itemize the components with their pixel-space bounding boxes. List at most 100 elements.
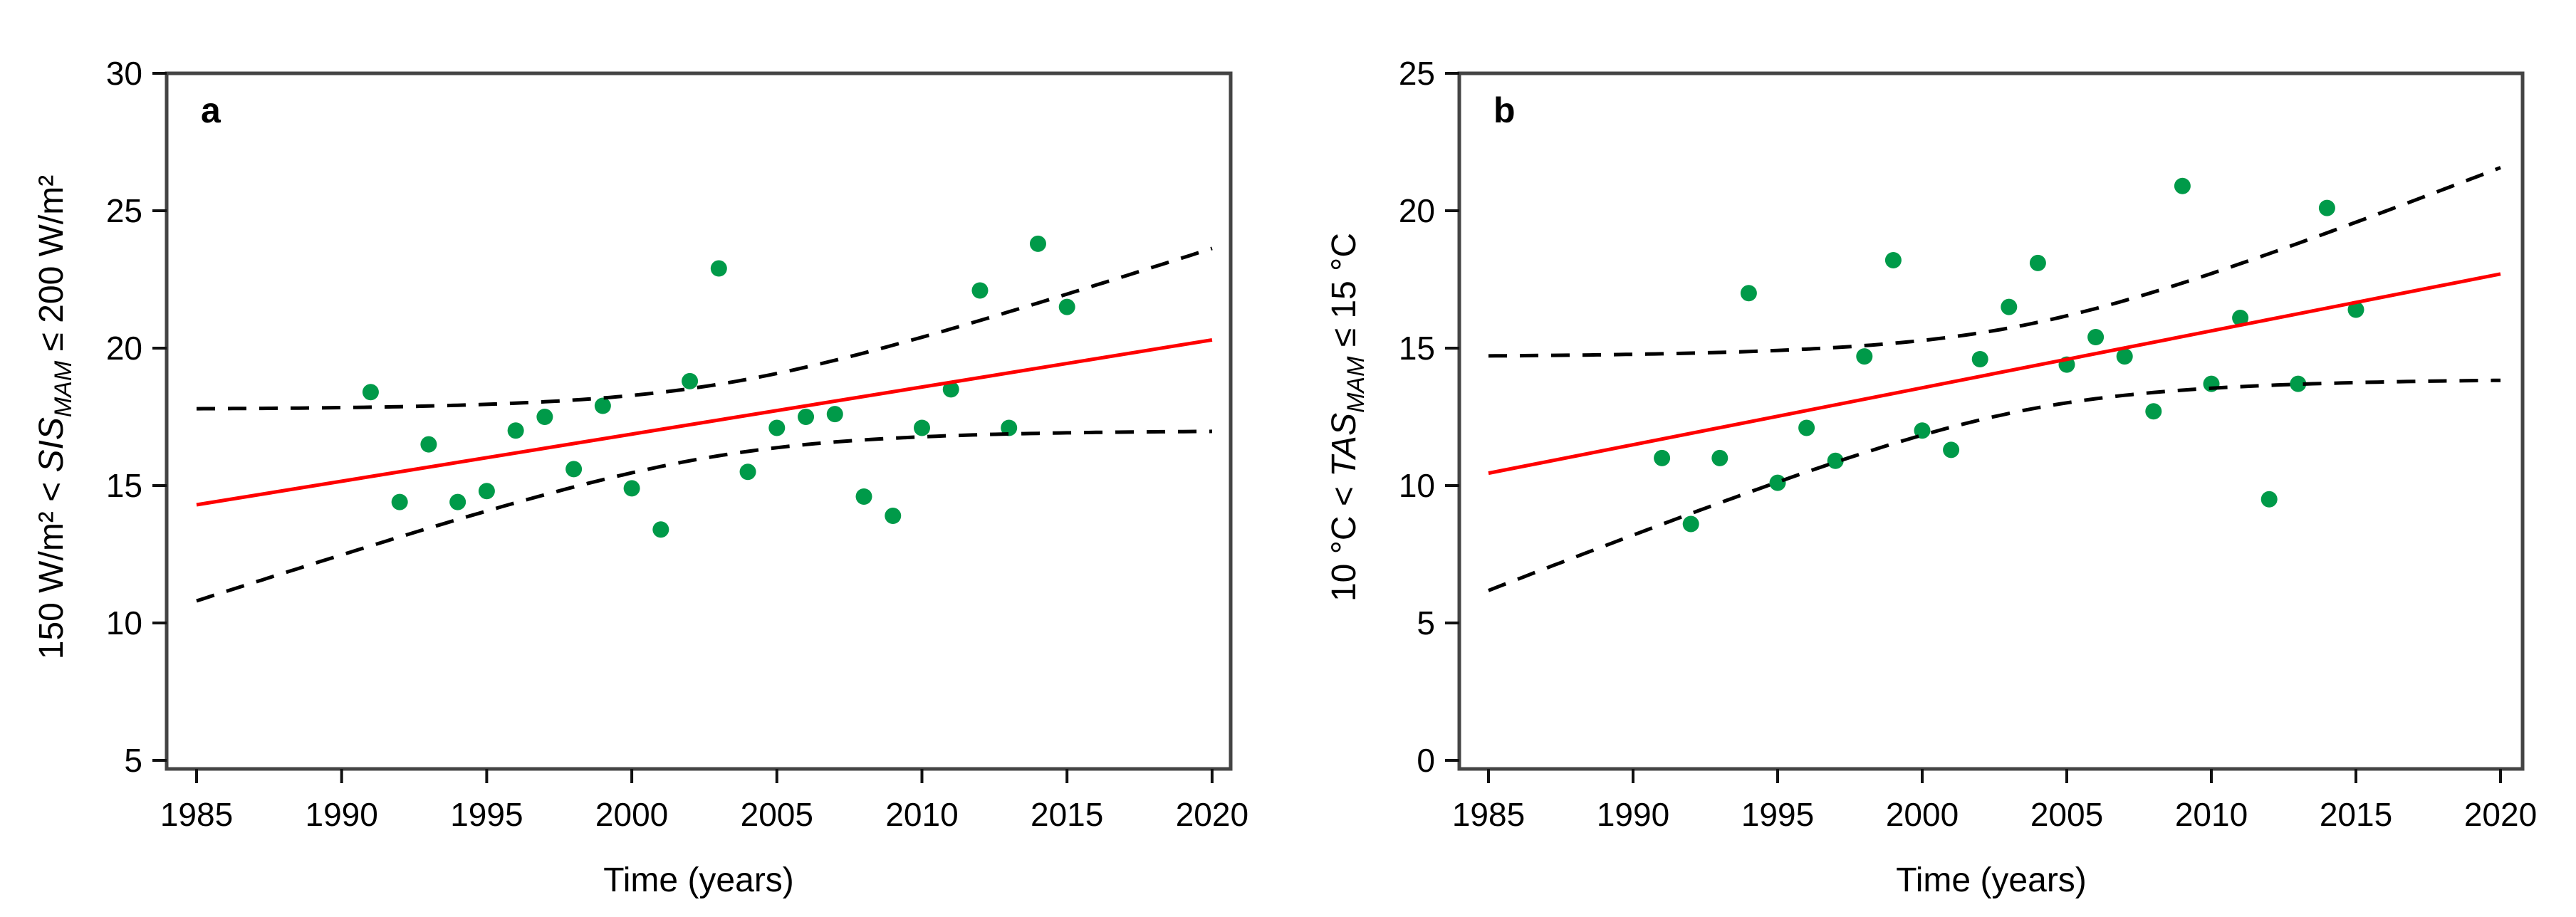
data-point-2013	[2290, 375, 2307, 392]
plot-frame	[1457, 71, 2525, 771]
data-point-2004	[2029, 254, 2046, 271]
data-point-2015	[1058, 298, 1075, 315]
data-point-2003	[2001, 298, 2018, 315]
ylabel-b-suffix: ≤ 15 °C	[1325, 233, 1363, 357]
data-point-1991	[362, 384, 379, 401]
data-point-1997	[536, 409, 553, 425]
x-tick-label: 2010	[885, 796, 958, 833]
panel-b-xaxis-title: Time (years)	[1896, 861, 2087, 899]
data-point-1991	[1654, 449, 1671, 466]
panel-b-letter: b	[1493, 90, 1516, 130]
data-point-2012	[971, 282, 989, 299]
data-point-2000	[623, 480, 640, 497]
data-point-2006	[2087, 329, 2105, 346]
y-tick-label: 15	[106, 467, 142, 504]
data-point-2009	[885, 507, 902, 524]
data-point-2006	[798, 409, 815, 425]
data-point-1996	[1798, 419, 1815, 436]
y-tick-label: 15	[1399, 330, 1435, 367]
data-point-2014	[1029, 235, 1046, 252]
data-point-1998	[565, 461, 583, 478]
data-point-2004	[739, 463, 756, 481]
x-tick-label: 2000	[1886, 796, 1959, 833]
panel-a-yaxis-title: 150 W/m² < SISMAM ≤ 200 W/m²	[33, 175, 77, 660]
y-tick-label: 10	[1399, 467, 1435, 504]
data-point-1997	[1827, 452, 1844, 469]
data-point-2011	[942, 381, 959, 398]
data-point-1993	[1711, 449, 1728, 466]
x-tick-label: 2005	[741, 796, 813, 833]
data-point-2008	[2145, 403, 2162, 420]
y-tick-label: 20	[106, 330, 142, 367]
x-tick-label: 1990	[1597, 796, 1669, 833]
data-point-1994	[1740, 285, 1757, 302]
data-point-2001	[1943, 441, 1960, 459]
panel-b-yaxis-title: 10 °C < TASMAM ≤ 15 °C	[1325, 233, 1370, 602]
x-tick-label: 2010	[2175, 796, 2248, 833]
x-tick-label: 2020	[1176, 796, 1248, 833]
panel-a-letter: a	[201, 90, 221, 130]
data-point-2002	[682, 372, 699, 389]
data-point-1993	[420, 436, 437, 453]
x-tick-label: 1985	[160, 796, 233, 833]
data-point-1998	[1856, 348, 1873, 365]
ylabel-b-prefix: 10 °C <	[1325, 477, 1363, 602]
ylabel-b-variable: TAS	[1325, 413, 1363, 477]
ylabel-a-prefix: 150 W/m² <	[33, 473, 71, 660]
plot-frame	[165, 71, 1233, 771]
data-point-1995	[1769, 474, 1786, 491]
data-point-2005	[768, 419, 786, 436]
data-point-1992	[391, 493, 408, 510]
data-point-2003	[710, 260, 727, 277]
y-tick-label: 10	[106, 604, 142, 641]
data-point-1999	[594, 397, 611, 414]
data-point-2014	[2318, 199, 2335, 216]
data-point-2011	[2232, 310, 2249, 327]
x-tick-label: 2000	[595, 796, 668, 833]
ylabel-a-subscript: MAM	[50, 360, 77, 417]
ylabel-b-subscript: MAM	[1342, 356, 1370, 413]
x-tick-label: 2005	[2030, 796, 2103, 833]
x-tick-label: 1995	[450, 796, 523, 833]
panel-a-xaxis-title: Time (years)	[603, 861, 794, 899]
ci-lower-dashed-curve	[196, 429, 1212, 603]
x-tick-label: 2015	[2320, 796, 2392, 833]
data-point-2007	[826, 406, 843, 423]
y-tick-label: 30	[106, 55, 142, 92]
ylabel-a-variable: SIS	[33, 417, 71, 472]
x-tick-label: 1990	[306, 796, 378, 833]
ci-upper-dashed-curve	[196, 246, 1213, 411]
data-point-1995	[478, 483, 495, 500]
ci-upper-dashed-curve	[1488, 166, 2501, 358]
data-point-1996	[507, 422, 524, 439]
x-tick-label: 1995	[1741, 796, 1814, 833]
y-tick-label: 25	[1399, 55, 1435, 92]
data-point-2015	[2347, 301, 2364, 318]
y-tick-label: 25	[106, 192, 142, 229]
ci-lower-dashed-curve	[1488, 378, 2501, 592]
x-tick-label: 2020	[2464, 796, 2537, 833]
data-point-2013	[1001, 419, 1018, 436]
data-point-2012	[2260, 491, 2278, 508]
regression-line	[1488, 272, 2501, 476]
y-tick-label: 0	[1417, 742, 1435, 779]
data-point-1992	[1682, 515, 1699, 533]
data-point-2008	[855, 488, 872, 505]
data-point-1999	[1884, 251, 1902, 268]
ylabel-a-suffix: ≤ 200 W/m²	[33, 175, 71, 361]
data-point-2007	[2116, 348, 2133, 365]
x-tick-label: 1985	[1452, 796, 1525, 833]
data-point-2002	[1971, 350, 1988, 367]
y-tick-label: 5	[124, 742, 142, 779]
y-tick-label: 5	[1417, 604, 1435, 641]
data-point-2010	[914, 419, 930, 436]
x-tick-label: 2015	[1031, 796, 1103, 833]
data-point-2001	[652, 521, 669, 538]
data-point-1994	[449, 493, 466, 510]
data-point-2009	[2174, 177, 2191, 194]
regression-line	[196, 337, 1213, 507]
